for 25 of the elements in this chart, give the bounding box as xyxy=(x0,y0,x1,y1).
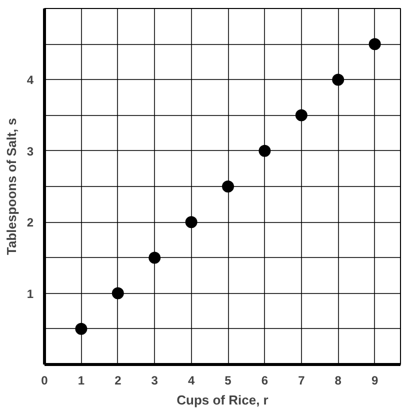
point xyxy=(185,216,198,228)
y-tick-label: 3 xyxy=(26,144,34,158)
x-axis-title: Cups of Rice, r xyxy=(176,392,268,408)
x-tick-label: 2 xyxy=(114,374,122,388)
point xyxy=(222,180,234,192)
y-axis-title: Tablespoons of Salt, s xyxy=(4,118,19,255)
y-tick-label: 1 xyxy=(26,286,34,301)
point xyxy=(368,38,381,50)
x-tick-label: 9 xyxy=(371,374,378,388)
y-tick-label: 2 xyxy=(26,216,34,230)
x-tick-label: 7 xyxy=(298,374,306,388)
x-tick-label: 6 xyxy=(261,374,268,388)
point xyxy=(295,109,308,122)
point xyxy=(75,322,88,335)
x-tick-label: 1 xyxy=(78,374,85,388)
y-tick-label: 4 xyxy=(26,73,34,88)
x-tick-label: 4 xyxy=(188,374,195,388)
x-tick-label: 0 xyxy=(41,374,48,388)
point xyxy=(332,74,344,86)
x-tick-label: 5 xyxy=(224,374,232,388)
point xyxy=(112,287,124,300)
x-tick-label: 8 xyxy=(334,374,342,388)
point xyxy=(148,252,161,264)
x-tick-label: 3 xyxy=(151,374,158,388)
point xyxy=(258,144,271,157)
